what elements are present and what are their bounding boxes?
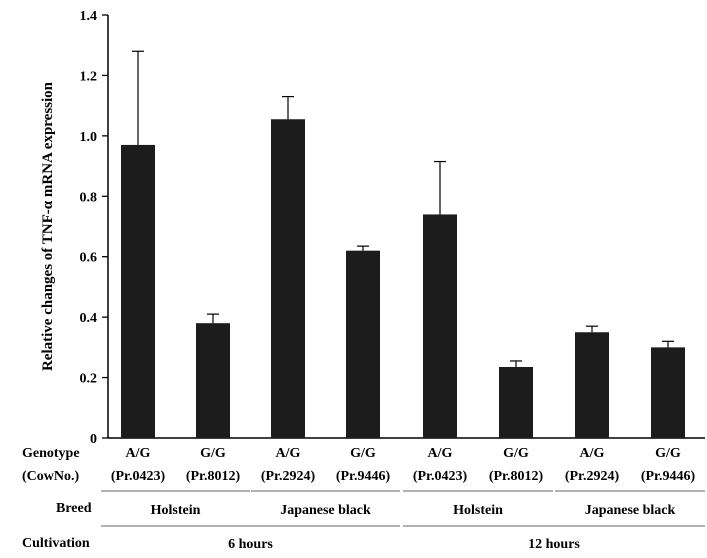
bar <box>575 332 609 438</box>
y-tick-label: 1.0 <box>80 130 98 145</box>
cow-number-label: (Pr.2924) <box>261 469 316 484</box>
cow-number-label: (Pr.2924) <box>565 469 620 484</box>
bar <box>271 119 305 438</box>
breed-label: Japanese black <box>280 503 371 518</box>
y-tick-label: 0.2 <box>80 372 98 387</box>
cultivation-label: 12 hours <box>528 537 580 552</box>
cow-number-label: (Pr.8012) <box>489 469 544 484</box>
row-label-cow-number: (CowNo.) <box>22 469 79 484</box>
bar <box>499 366 533 438</box>
row-label-breed: Breed <box>56 501 92 516</box>
y-tick-label: 0.4 <box>80 311 98 326</box>
breed-label: Japanese black <box>585 503 676 518</box>
y-tick-label: 1.4 <box>80 9 98 24</box>
genotype-label: G/G <box>655 446 681 461</box>
y-tick-label: 1.2 <box>80 69 98 84</box>
cow-number-label: (Pr.0423) <box>413 469 468 484</box>
row-label-genotype: Genotype <box>22 446 80 461</box>
genotype-label: A/G <box>126 446 151 461</box>
bar <box>346 250 380 438</box>
cultivation-label: 6 hours <box>228 537 273 552</box>
cow-number-label: (Pr.8012) <box>186 469 241 484</box>
bar <box>423 214 457 438</box>
genotype-label: G/G <box>200 446 226 461</box>
breed-label: Holstein <box>151 503 201 518</box>
bar <box>196 323 230 438</box>
y-tick-label: 0.6 <box>80 251 98 266</box>
y-tick-label: 0 <box>90 432 97 447</box>
cow-number-label: (Pr.0423) <box>111 469 166 484</box>
bar <box>651 347 685 438</box>
category-labels: A/G (Pr.0423) G/G (Pr.8012) A/G (Pr.2924) G/G (… <box>22 446 705 552</box>
bar <box>121 144 155 438</box>
genotype-label: G/G <box>503 446 529 461</box>
y-tick-label: 0.8 <box>80 190 98 205</box>
cow-number-label: (Pr.9446) <box>336 469 391 484</box>
genotype-label: G/G <box>350 446 376 461</box>
cow-number-label: (Pr.9446) <box>641 469 696 484</box>
genotype-label: A/G <box>580 446 605 461</box>
row-label-cultivation: Cultivation <box>22 536 90 551</box>
bars-layer <box>121 50 685 438</box>
genotype-label: A/G <box>276 446 301 461</box>
y-axis-label: Relative changes of TNF-α mRNA expressio… <box>40 81 56 371</box>
genotype-label: A/G <box>428 446 453 461</box>
breed-label: Holstein <box>453 503 503 518</box>
